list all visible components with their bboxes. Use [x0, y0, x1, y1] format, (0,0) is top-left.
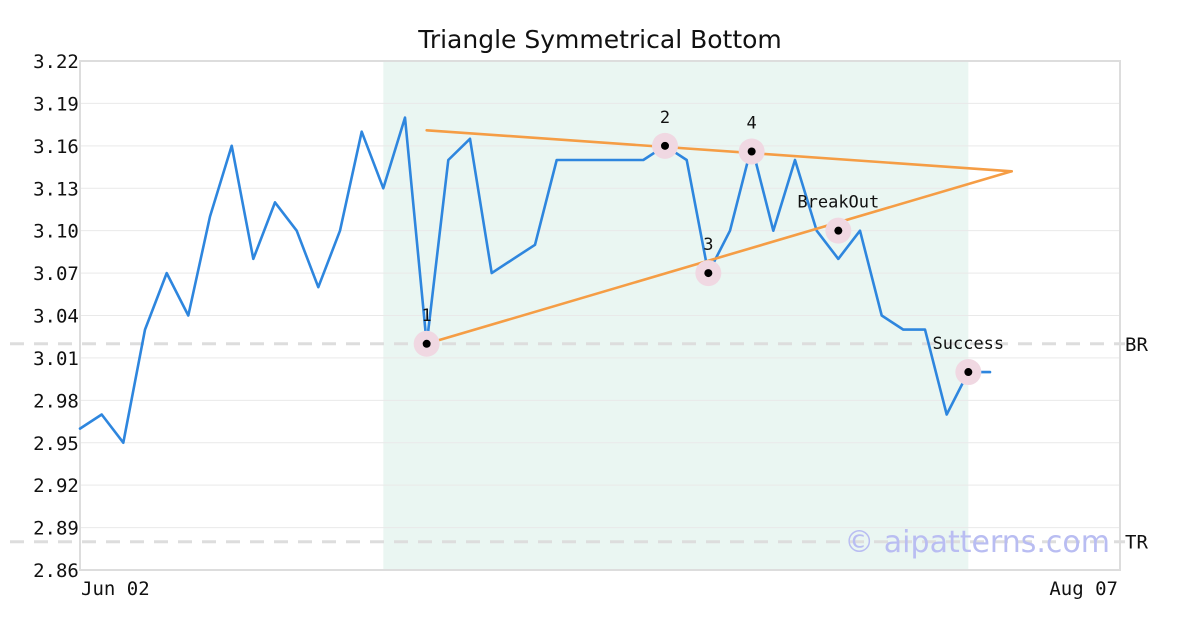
- y-tick-label: 3.13: [33, 178, 79, 200]
- point-label: 2: [660, 108, 670, 128]
- y-tick-label: 2.92: [33, 475, 79, 497]
- y-tick-label: 3.19: [33, 93, 79, 115]
- chart-title: Triangle Symmetrical Bottom: [417, 25, 782, 54]
- point-label: 1: [422, 306, 432, 326]
- pattern-points: 1 2 3 4 BreakOut Success: [413, 108, 1005, 386]
- y-axis-ticks: 3.22 3.19 3.16 3.13 3.10 3.07 3.04 3.01 2.98 2.95…: [33, 51, 79, 582]
- y-tick-label: 3.10: [33, 221, 79, 243]
- plot-frame: [79, 60, 1121, 571]
- watermark: © aipatterns.com: [844, 525, 1110, 560]
- reference-line-label: TR: [1125, 532, 1148, 554]
- point-label: BreakOut: [797, 193, 879, 213]
- point-dot: [964, 368, 973, 377]
- point-dot: [834, 226, 843, 235]
- y-tick-label: 2.95: [33, 433, 79, 455]
- point-dot: [747, 147, 756, 156]
- trendlines: [425, 128, 1013, 346]
- y-tick-label: 3.22: [33, 51, 79, 73]
- point-dot: [704, 269, 713, 278]
- x-axis-ticks: Jun 02 Aug 07: [81, 578, 1118, 600]
- point-dot: [422, 339, 431, 348]
- grid: [80, 102, 1120, 529]
- x-tick-label: Jun 02: [81, 578, 150, 600]
- trendline-lower: [425, 169, 1013, 346]
- y-tick-label: 2.98: [33, 390, 79, 412]
- price-series: [78, 116, 992, 445]
- reference-lines: BR TR: [10, 334, 1148, 554]
- y-tick-label: 3.04: [33, 306, 79, 328]
- y-tick-label: 2.89: [33, 518, 79, 540]
- point-label: 4: [747, 113, 757, 133]
- reference-line-label: BR: [1125, 334, 1148, 356]
- y-tick-label: 3.16: [33, 136, 79, 158]
- y-tick-label: 3.07: [33, 263, 79, 285]
- point-label: Success: [933, 334, 1005, 354]
- price-line: [78, 116, 992, 445]
- x-tick-label: Aug 07: [1049, 578, 1118, 600]
- trendline-upper: [425, 128, 1013, 173]
- point-dot: [661, 141, 669, 150]
- y-tick-label: 3.01: [33, 348, 79, 370]
- y-tick-label: 2.86: [33, 560, 79, 582]
- point-label: 3: [703, 235, 713, 255]
